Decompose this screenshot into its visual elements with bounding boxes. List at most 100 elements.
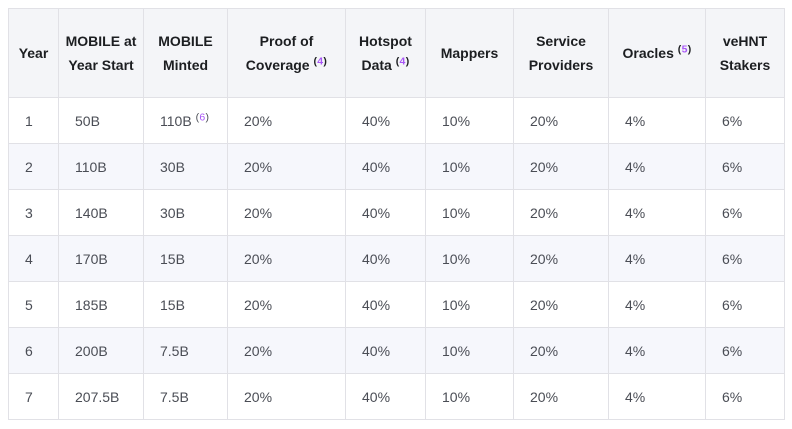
cell-value: 4% bbox=[625, 204, 646, 221]
column-header-oracles: Oracles (5) bbox=[608, 8, 706, 98]
cell-value: 110B bbox=[160, 112, 192, 129]
cell-value: 185B bbox=[75, 296, 108, 313]
cell-value: 7 bbox=[25, 388, 33, 405]
cell-value: 6 bbox=[25, 342, 33, 359]
table-body: 1 50B 110B (6) 20% 40% 10% 20% 4% 6% 2 110B 30B 20% 4… bbox=[8, 97, 785, 420]
table-row-year-6: 6 200B 7.5B 20% 40% 10% 20% 4% 6% bbox=[8, 327, 785, 374]
cell-value: 20% bbox=[244, 250, 273, 267]
footnote-link[interactable]: 6 bbox=[199, 110, 206, 123]
cell-value: 4% bbox=[625, 296, 646, 313]
cell-r3-c6: 10% bbox=[425, 189, 514, 236]
cell-value: 20% bbox=[244, 342, 273, 359]
cell-value: 40% bbox=[362, 388, 391, 405]
cell-value: 30B bbox=[160, 204, 185, 221]
cell-r7-c1: 7 bbox=[8, 373, 59, 420]
cell-value: 4% bbox=[625, 112, 646, 129]
cell-r5-c9: 6% bbox=[705, 281, 785, 328]
footnote-link[interactable]: 4 bbox=[317, 55, 324, 68]
cell-value: 4% bbox=[625, 250, 646, 267]
cell-r6-c1: 6 bbox=[8, 327, 59, 374]
cell-value: 4 bbox=[25, 250, 33, 267]
table-row-year-7: 7 207.5B 7.5B 20% 40% 10% 20% 4% 6% bbox=[8, 373, 785, 420]
cell-value: 20% bbox=[244, 112, 273, 129]
cell-r6-c4: 20% bbox=[227, 327, 346, 374]
footnote-ref: (4) bbox=[395, 55, 410, 68]
cell-value: 4% bbox=[625, 342, 646, 359]
cell-value: 40% bbox=[362, 204, 391, 221]
cell-value: 10% bbox=[442, 250, 471, 267]
column-header-label: Mappers bbox=[440, 45, 499, 61]
cell-value: 3 bbox=[25, 204, 33, 221]
cell-value: 40% bbox=[362, 296, 391, 313]
column-header-mappers: Mappers bbox=[425, 8, 514, 98]
cell-value: 10% bbox=[442, 388, 471, 405]
cell-r6-c5: 40% bbox=[345, 327, 426, 374]
cell-r7-c4: 20% bbox=[227, 373, 346, 420]
cell-value: 140B bbox=[75, 204, 108, 221]
cell-r4-c5: 40% bbox=[345, 235, 426, 282]
cell-r3-c2: 140B bbox=[58, 189, 144, 236]
cell-value: 30B bbox=[160, 158, 185, 175]
cell-value: 6% bbox=[722, 204, 743, 221]
cell-r3-c7: 20% bbox=[513, 189, 609, 236]
cell-r1-c7: 20% bbox=[513, 97, 609, 144]
cell-r4-c1: 4 bbox=[8, 235, 59, 282]
cell-r5-c6: 10% bbox=[425, 281, 514, 328]
cell-value: 207.5B bbox=[75, 388, 120, 405]
cell-r1-c9: 6% bbox=[705, 97, 785, 144]
cell-value: 20% bbox=[530, 112, 559, 129]
cell-value: 10% bbox=[442, 296, 471, 313]
table-row-year-1: 1 50B 110B (6) 20% 40% 10% 20% 4% 6% bbox=[8, 97, 785, 144]
cell-r2-c3: 30B bbox=[143, 143, 228, 190]
cell-value: 40% bbox=[362, 342, 391, 359]
cell-value: 6% bbox=[722, 388, 743, 405]
mobile-emissions-table: Year MOBILE at Year Start MOBILE Minted Pro… bbox=[8, 8, 785, 420]
column-header-mobile-at-year-start: MOBILE at Year Start bbox=[58, 8, 144, 98]
column-header-label: Hotspot Data bbox=[359, 33, 412, 73]
cell-r5-c3: 15B bbox=[143, 281, 228, 328]
column-header-label: MOBILE at Year Start bbox=[65, 33, 137, 73]
column-header-label: MOBILE Minted bbox=[158, 33, 213, 73]
cell-r6-c7: 20% bbox=[513, 327, 609, 374]
cell-r1-c2: 50B bbox=[58, 97, 144, 144]
cell-r1-c5: 40% bbox=[345, 97, 426, 144]
cell-value: 7.5B bbox=[160, 342, 189, 359]
cell-value: 40% bbox=[362, 112, 391, 129]
cell-value: 40% bbox=[362, 250, 391, 267]
column-header-service-providers: Service Providers bbox=[513, 8, 609, 98]
cell-r1-c1: 1 bbox=[8, 97, 59, 144]
cell-r4-c4: 20% bbox=[227, 235, 346, 282]
table-row-year-3: 3 140B 30B 20% 40% 10% 20% 4% 6% bbox=[8, 189, 785, 236]
cell-value: 7.5B bbox=[160, 388, 189, 405]
cell-r5-c5: 40% bbox=[345, 281, 426, 328]
column-header-label: Oracles bbox=[622, 45, 674, 61]
cell-r5-c4: 20% bbox=[227, 281, 346, 328]
cell-r6-c6: 10% bbox=[425, 327, 514, 374]
footnote-link[interactable]: 4 bbox=[399, 55, 406, 68]
column-header-year: Year bbox=[8, 8, 59, 98]
cell-r3-c5: 40% bbox=[345, 189, 426, 236]
footnote-link[interactable]: 5 bbox=[681, 43, 688, 56]
table-row-year-5: 5 185B 15B 20% 40% 10% 20% 4% 6% bbox=[8, 281, 785, 328]
cell-value: 10% bbox=[442, 112, 471, 129]
cell-value: 20% bbox=[530, 204, 559, 221]
column-header-vehnt-stakers: veHNT Stakers bbox=[705, 8, 785, 98]
column-header-proof-of-coverage: Proof of Coverage (4) bbox=[227, 8, 346, 98]
cell-r1-c3: 110B (6) bbox=[143, 97, 228, 144]
cell-value: 6% bbox=[722, 296, 743, 313]
cell-r2-c2: 110B bbox=[58, 143, 144, 190]
column-header-mobile-minted: MOBILE Minted bbox=[143, 8, 228, 98]
column-header-label: Year bbox=[18, 45, 49, 61]
cell-value: 1 bbox=[25, 112, 33, 129]
cell-r3-c9: 6% bbox=[705, 189, 785, 236]
cell-r5-c1: 5 bbox=[8, 281, 59, 328]
footnote-ref: (6) bbox=[195, 110, 210, 123]
footnote-ref: (5) bbox=[677, 43, 692, 56]
column-header-label: Service Providers bbox=[528, 33, 594, 73]
cell-r5-c2: 185B bbox=[58, 281, 144, 328]
cell-r1-c8: 4% bbox=[608, 97, 706, 144]
cell-value: 20% bbox=[530, 296, 559, 313]
table-row-year-2: 2 110B 30B 20% 40% 10% 20% 4% 6% bbox=[8, 143, 785, 190]
cell-value: 50B bbox=[75, 112, 100, 129]
